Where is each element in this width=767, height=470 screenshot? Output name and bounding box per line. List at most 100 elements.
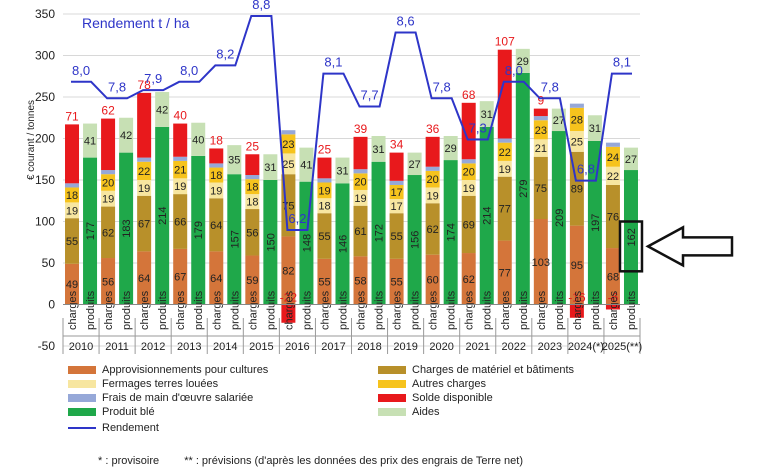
bar-segment-main_oeuvre: [533, 116, 548, 121]
data-label-solde: 40: [174, 109, 188, 123]
bar-segment-solde: [209, 148, 224, 164]
data-label-materiel: 55: [66, 236, 78, 248]
legend-swatch: [378, 408, 406, 416]
data-label-solde: 9: [537, 94, 544, 108]
data-label-fermages: 19: [427, 190, 439, 202]
data-label-materiel: 61: [354, 226, 366, 238]
data-label-solde: 34: [390, 138, 404, 152]
bar-segment-fermages: [605, 166, 620, 185]
data-label-produit-ble: 209: [554, 209, 566, 227]
bar-segment-approvisionnements: [353, 256, 368, 305]
legend-label: Charges de matériel et bâtiments: [412, 364, 575, 376]
data-label-aides: 31: [481, 109, 493, 121]
data-label-materiel: 56: [246, 227, 258, 239]
y-tick-label: 100: [35, 215, 55, 229]
bar-kind-label: charges: [67, 290, 79, 330]
bar-segment-fermages: [497, 160, 512, 177]
data-label-autres: 20: [102, 177, 114, 189]
bar-kind-label: charges: [536, 290, 548, 330]
bar-segment-solde: [317, 157, 332, 179]
bar-segment-approvisionnements: [605, 248, 620, 305]
bar-kind-label: produits: [157, 290, 169, 330]
data-label-approvisionnements: 68: [607, 271, 619, 283]
rendement-data-label: 8,1: [613, 55, 631, 70]
bar-segment-aides: [515, 48, 530, 73]
data-label-autres: 20: [354, 177, 366, 189]
data-label-autres: 24: [607, 152, 619, 164]
bar-segment-approvisionnements: [65, 263, 80, 305]
bar-kind-label: produits: [193, 290, 205, 330]
bar-segment-autres: [173, 160, 188, 179]
rendement-series-title: Rendement t / ha: [82, 15, 190, 31]
data-label-aides: 31: [589, 123, 601, 135]
legend-approvisionnements: Approvisionnements pour cultures: [68, 364, 268, 376]
bar-segment-materiel: [461, 195, 476, 254]
data-label-produit-ble: 162: [626, 228, 638, 246]
bar-segment-materiel: [389, 213, 404, 259]
bar-segment-materiel: [317, 213, 332, 259]
data-label-solde: 39: [354, 122, 368, 136]
data-label-fermages: 19: [354, 193, 366, 205]
data-label-approvisionnements: 49: [66, 279, 78, 291]
bar-segment-materiel: [101, 206, 116, 259]
data-label-solde: -22: [280, 291, 298, 305]
data-label-solde: 25: [246, 139, 260, 153]
data-label-produit-ble: 174: [446, 223, 458, 241]
bar-segment-fermages: [569, 131, 584, 152]
data-label-materiel: 77: [499, 204, 511, 216]
bar-segment-fermages: [281, 153, 296, 175]
bar-kind-label: produits: [374, 290, 386, 330]
legend-label: Approvisionnements pour cultures: [102, 364, 269, 376]
data-labels: 49 55 19 18 71 177 41 56 62 19 20 62 183 42 64 67 19 22 78…: [65, 35, 638, 305]
bar-segment-autres: [353, 173, 368, 190]
data-label-produit-ble: 146: [337, 235, 349, 253]
bar-segment-autres: [461, 163, 476, 180]
data-label-solde: -6: [608, 291, 619, 305]
data-label-produit-ble: 183: [121, 219, 133, 237]
legend-materiel: Charges de matériel et bâtiments: [378, 364, 574, 376]
year-label: 2021: [465, 341, 489, 353]
data-label-aides: 29: [445, 143, 457, 155]
data-label-approvisionnements: 56: [102, 276, 114, 288]
bar-segment-autres: [497, 142, 512, 161]
bar-segment-produit-ble: [551, 131, 566, 305]
bar-segment-approvisionnements: [425, 254, 440, 305]
rendement-data-label: 8,8: [252, 0, 270, 12]
bar-segment-main_oeuvre: [497, 138, 512, 143]
bar-segment-aides: [155, 92, 170, 127]
rendement-data-label: 7,3: [469, 120, 487, 135]
y-tick-label: 350: [35, 7, 55, 21]
data-label-aides: 42: [156, 104, 168, 116]
legend-swatch: [68, 408, 96, 416]
bar-segment-materiel: [173, 194, 188, 249]
data-label-fermages: 19: [102, 194, 114, 206]
rendement-data-label: 7,7: [360, 88, 378, 103]
rendement-data-label: 7,9: [144, 71, 162, 86]
data-label-materiel: 75: [535, 183, 547, 195]
data-label-approvisionnements: 62: [463, 274, 475, 286]
bar-segment-fermages: [353, 189, 368, 206]
year-label: 2013: [177, 341, 201, 353]
legend-main-oeuvre: Frais de main d'œuvre salariée: [68, 392, 253, 404]
bar-segment-fermages: [245, 194, 260, 210]
year-label: 2015: [249, 341, 273, 353]
bar-segment-autres: [533, 120, 548, 140]
bar-segment-main_oeuvre: [245, 175, 260, 180]
footnote-provisoire: * : provisoire: [98, 455, 160, 467]
bar-kind-label: charges: [139, 290, 151, 330]
bar-kind-label: charges: [392, 290, 404, 330]
bar-segment-materiel: [425, 203, 440, 255]
bar-segment-materiel: [353, 205, 368, 257]
bar-segment-materiel: [137, 195, 152, 252]
bar-segment-fermages: [389, 199, 404, 214]
bar-segment-main_oeuvre: [605, 142, 620, 147]
legend-swatch: [68, 394, 96, 402]
data-label-materiel: 66: [174, 217, 186, 229]
bar-segment-produit-ble: [443, 160, 458, 305]
bar-segment-solde: [173, 123, 188, 157]
bar-segment-approvisionnements: [101, 258, 116, 305]
y-tick-label: 200: [35, 132, 55, 146]
bar-segment-main_oeuvre: [65, 183, 80, 188]
legend-label: Frais de main d'œuvre salariée: [102, 392, 254, 404]
bar-segment-main_oeuvre: [425, 166, 440, 171]
